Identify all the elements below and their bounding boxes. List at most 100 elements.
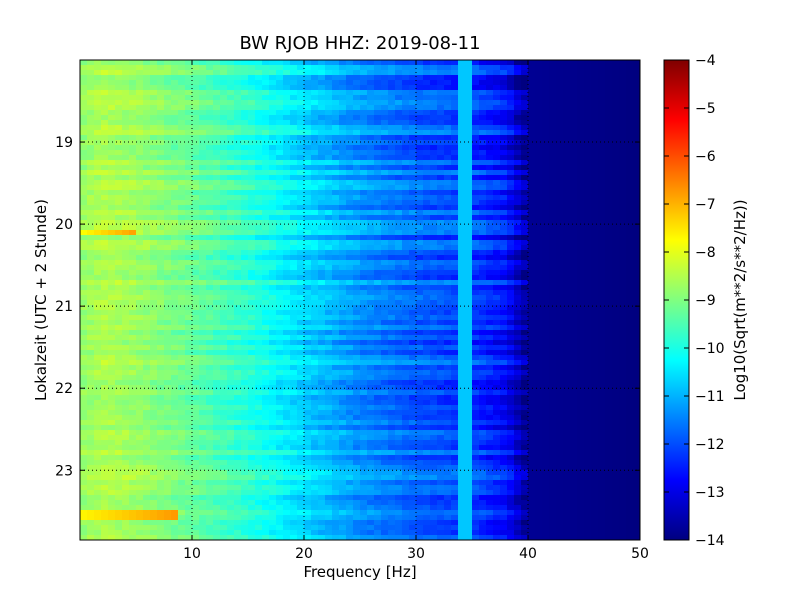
heatmap-cell (346, 135, 354, 141)
heatmap-cell (563, 155, 571, 161)
heatmap-cell (598, 260, 606, 266)
heatmap-cell (318, 370, 326, 376)
heatmap-cell (108, 235, 116, 241)
heatmap-cell (213, 110, 221, 116)
heatmap-cell (346, 150, 354, 156)
heatmap-cell (339, 315, 347, 321)
heatmap-cell (164, 105, 172, 111)
heatmap-cell (626, 235, 634, 241)
heatmap-cell (395, 170, 403, 176)
heatmap-cell (500, 105, 508, 111)
heatmap-cell (122, 215, 130, 221)
heatmap-cell (465, 230, 473, 236)
heatmap-cell (136, 125, 144, 131)
heatmap-cell (437, 335, 445, 341)
heatmap-cell (493, 310, 501, 316)
heatmap-cell (241, 350, 249, 356)
heatmap-cell (122, 275, 130, 281)
heatmap-cell (339, 235, 347, 241)
heatmap-cell (332, 350, 340, 356)
heatmap-cell (213, 155, 221, 161)
heatmap-cell (220, 305, 228, 311)
heatmap-cell (493, 80, 501, 86)
heatmap-cell (479, 190, 487, 196)
heatmap-cell (353, 165, 361, 171)
heatmap-cell (192, 335, 200, 341)
heatmap-cell (206, 265, 214, 271)
heatmap-cell (94, 220, 102, 226)
heatmap-cell (500, 220, 508, 226)
heatmap-cell (80, 245, 88, 251)
heatmap-cell (388, 60, 396, 66)
heatmap-cell (143, 80, 151, 86)
heatmap-cell (584, 70, 592, 76)
heatmap-cell (479, 70, 487, 76)
heatmap-cell (143, 110, 151, 116)
heatmap-cell (192, 185, 200, 191)
heatmap-cell (367, 170, 375, 176)
heatmap-cell (416, 125, 424, 131)
heatmap-cell (472, 115, 480, 121)
heatmap-cell (416, 310, 424, 316)
heatmap-cell (493, 185, 501, 191)
heatmap-cell (584, 85, 592, 91)
heatmap-cell (164, 185, 172, 191)
heatmap-cell (542, 220, 550, 226)
heatmap-cell (241, 305, 249, 311)
heatmap-cell (192, 85, 200, 91)
heatmap-cell (395, 230, 403, 236)
heatmap-cell (325, 235, 333, 241)
heatmap-cell (584, 235, 592, 241)
heatmap-cell (591, 300, 599, 306)
heatmap-cell (101, 310, 109, 316)
heatmap-cell (360, 270, 368, 276)
heatmap-cell (94, 230, 102, 236)
heatmap-cell (444, 225, 452, 231)
heatmap-cell (94, 360, 102, 366)
heatmap-cell (346, 230, 354, 236)
heatmap-cell (255, 235, 263, 241)
heatmap-cell (199, 250, 207, 256)
heatmap-cell (409, 265, 417, 271)
heatmap-cell (381, 155, 389, 161)
heatmap-cell (549, 175, 557, 181)
heatmap-cell (444, 200, 452, 206)
heatmap-cell (374, 100, 382, 106)
heatmap-cell (395, 270, 403, 276)
heatmap-cell (283, 290, 291, 296)
heatmap-cell (185, 105, 193, 111)
heatmap-cell (409, 355, 417, 361)
heatmap-cell (122, 80, 130, 86)
heatmap-cell (479, 235, 487, 241)
heatmap-cell (577, 335, 585, 341)
heatmap-cell (199, 200, 207, 206)
heatmap-cell (115, 325, 123, 331)
heatmap-cell (283, 145, 291, 151)
heatmap-cell (304, 265, 312, 271)
heatmap-cell (591, 340, 599, 346)
heatmap-cell (423, 115, 431, 121)
heatmap-cell (213, 260, 221, 266)
heatmap-cell (94, 70, 102, 76)
heatmap-cell (444, 135, 452, 141)
heatmap-cell (199, 80, 207, 86)
heatmap-cell (563, 145, 571, 151)
heatmap-cell (241, 285, 249, 291)
heatmap-cell (262, 90, 270, 96)
heatmap-cell (535, 300, 543, 306)
heatmap-cell (157, 65, 165, 71)
heatmap-cell (339, 85, 347, 91)
heatmap-cell (619, 345, 627, 351)
heatmap-cell (444, 310, 452, 316)
heatmap-cell (514, 245, 522, 251)
heatmap-cell (479, 290, 487, 296)
heatmap-cell (283, 230, 291, 236)
heatmap-cell (612, 235, 620, 241)
heatmap-cell (318, 275, 326, 281)
heatmap-cell (297, 140, 305, 146)
heatmap-cell (332, 155, 340, 161)
heatmap-cell (129, 145, 137, 151)
heatmap-cell (542, 260, 550, 266)
heatmap-cell (437, 285, 445, 291)
heatmap-cell (570, 60, 578, 66)
